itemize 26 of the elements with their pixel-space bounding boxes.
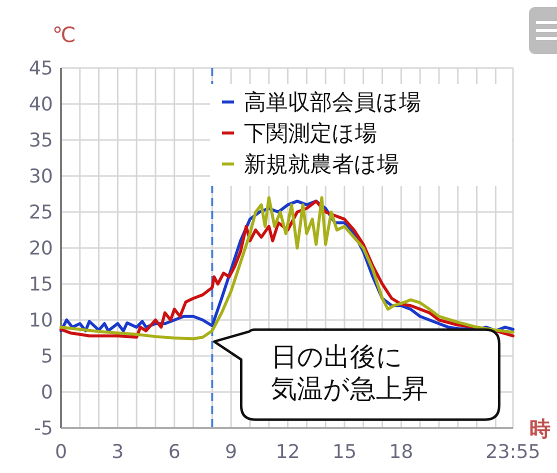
x-tick-label: 15 [332,441,357,463]
y-tick-label: 30 [28,166,53,188]
legend-label: 下関測定ほ場 [244,122,377,147]
x-tick-label: 9 [225,441,238,463]
x-axis-title: 時 [530,417,550,441]
y-tick-label: 0 [40,382,53,404]
y-tick-label: 10 [28,310,53,332]
x-tick-label: 12 [276,441,300,463]
y-tick-label: 15 [28,274,53,296]
x-tick-label: 23:55 [486,441,540,463]
x-tick-label: 6 [168,441,180,463]
legend-label: 新規就農者ほ場 [244,152,399,178]
annotation: 日の出後に [271,342,404,373]
x-tick-label: 3 [112,441,124,463]
y-tick-label: 5 [40,346,53,368]
y-tick-label: 35 [28,130,53,152]
y-tick-label: 40 [28,94,53,116]
legend-label: 高単収部会員ほ場 [244,90,421,116]
y-axis-title: ℃ [52,23,76,47]
y-tick-label: -5 [34,418,53,440]
x-tick-label: 0 [54,441,68,463]
annotation: 気温が急上昇 [271,374,428,405]
x-tick-label: 18 [389,441,414,463]
y-tick-label: 45 [28,58,53,80]
y-tick-label: 25 [28,202,53,224]
y-tick-label: 20 [28,238,53,260]
